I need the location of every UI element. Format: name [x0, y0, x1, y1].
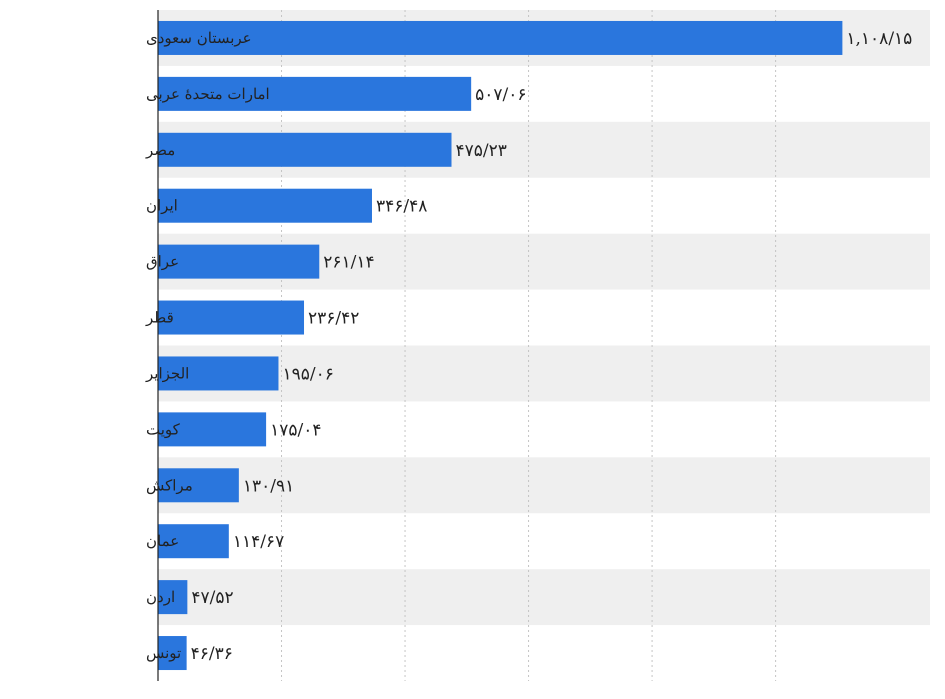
value-labels: ۱,۱۰۸/۱۵ ۵۰۷/۰۶ ۴۷۵/۲۳ ۳۴۶/۴۸ ۲۶۱/۱۴ ۲۳۶/۴۲ ۱۹… [191, 29, 913, 664]
category-label: کویت [146, 420, 181, 438]
value-label: ۱۹۵/۰۶ [282, 364, 333, 384]
bar [158, 188, 372, 223]
value-label: ۱۱۴/۶۷ [233, 532, 284, 552]
category-label: تونس [146, 644, 181, 662]
value-label: ۴۶/۳۶ [191, 644, 233, 664]
value-label: ۱,۱۰۸/۱۵ [846, 29, 912, 49]
bar [158, 20, 843, 55]
category-label: امارات متحدهٔ عربی [146, 85, 270, 103]
bars [158, 20, 843, 671]
value-label: ۳۴۶/۴۸ [376, 197, 427, 217]
category-label: عراق [146, 253, 179, 271]
gridlines [281, 10, 777, 681]
value-label: ۵۰۷/۰۶ [475, 85, 526, 105]
value-label: ۲۳۶/۴۲ [308, 309, 359, 329]
value-label: ۲۶۱/۱۴ [323, 253, 374, 273]
bar [158, 468, 239, 503]
category-label: عربستان سعودی [146, 29, 252, 47]
bar [158, 244, 320, 279]
category-label: عمان [146, 532, 179, 550]
value-label: ۴۷/۵۲ [191, 588, 233, 608]
value-label: ۱۳۰/۹۱ [243, 476, 294, 496]
value-label: ۱۷۵/۰۴ [270, 420, 321, 440]
category-label: قطر [145, 309, 174, 327]
row-band [158, 345, 930, 402]
bar [158, 636, 187, 671]
value-label: ۴۷۵/۲۳ [456, 141, 507, 161]
bar [158, 300, 305, 335]
bar [158, 132, 452, 167]
bar [158, 356, 279, 391]
row-band [158, 457, 930, 514]
bar [158, 76, 472, 111]
row-band [158, 569, 930, 626]
bar [158, 524, 229, 559]
category-label: اردن [146, 588, 175, 606]
bar [158, 412, 267, 447]
category-label: ایران [146, 197, 178, 215]
row-bands [158, 10, 930, 626]
category-label: مصر [145, 141, 175, 159]
category-label: مراکش [146, 476, 193, 494]
bar [158, 580, 188, 615]
category-label: الجزایر [145, 364, 189, 382]
category-labels: عربستان سعودی امارات متحدهٔ عربی مصر ایران ع… [145, 29, 270, 662]
